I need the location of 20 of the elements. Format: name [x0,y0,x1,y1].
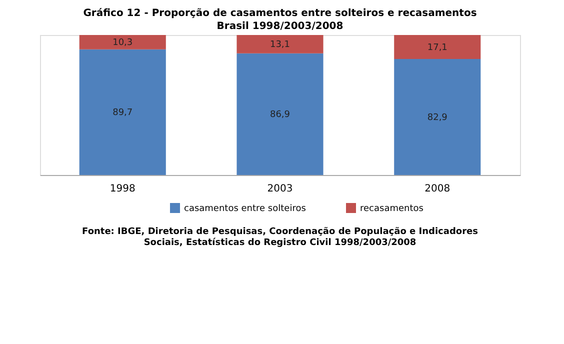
bar [394,35,481,59]
x-tick-label: 2003 [267,184,293,194]
legend-label: casamentos entre solteiros [184,204,306,214]
data-label: 17,1 [427,42,448,53]
bar [236,53,324,175]
bar [394,58,481,175]
data-label: 13,1 [270,40,290,50]
data-label: 89,7 [112,108,133,118]
chart-title: Gráfico 12 - Proporção de casamentos entre solteiros e recasamentos [83,8,477,19]
data-label: 86,9 [270,110,290,120]
bar [79,35,166,50]
bar [79,49,166,175]
chart-subtitle: Brasil 1998/2003/2008 [216,21,344,32]
x-tick-label: 2008 [424,184,450,194]
data-label: 10,3 [112,38,133,48]
legend-label: recasamentos [360,204,424,214]
source-note: Fonte: IBGE, Diretoria de Pesquisas, Coordenação de População e Indicadores Sociais, Estatísticas do Registro Civil 1998/2003/2008 [82,227,478,248]
data-label: 82,9 [427,112,448,123]
bar [236,35,324,54]
x-tick-label: 1998 [110,184,136,194]
